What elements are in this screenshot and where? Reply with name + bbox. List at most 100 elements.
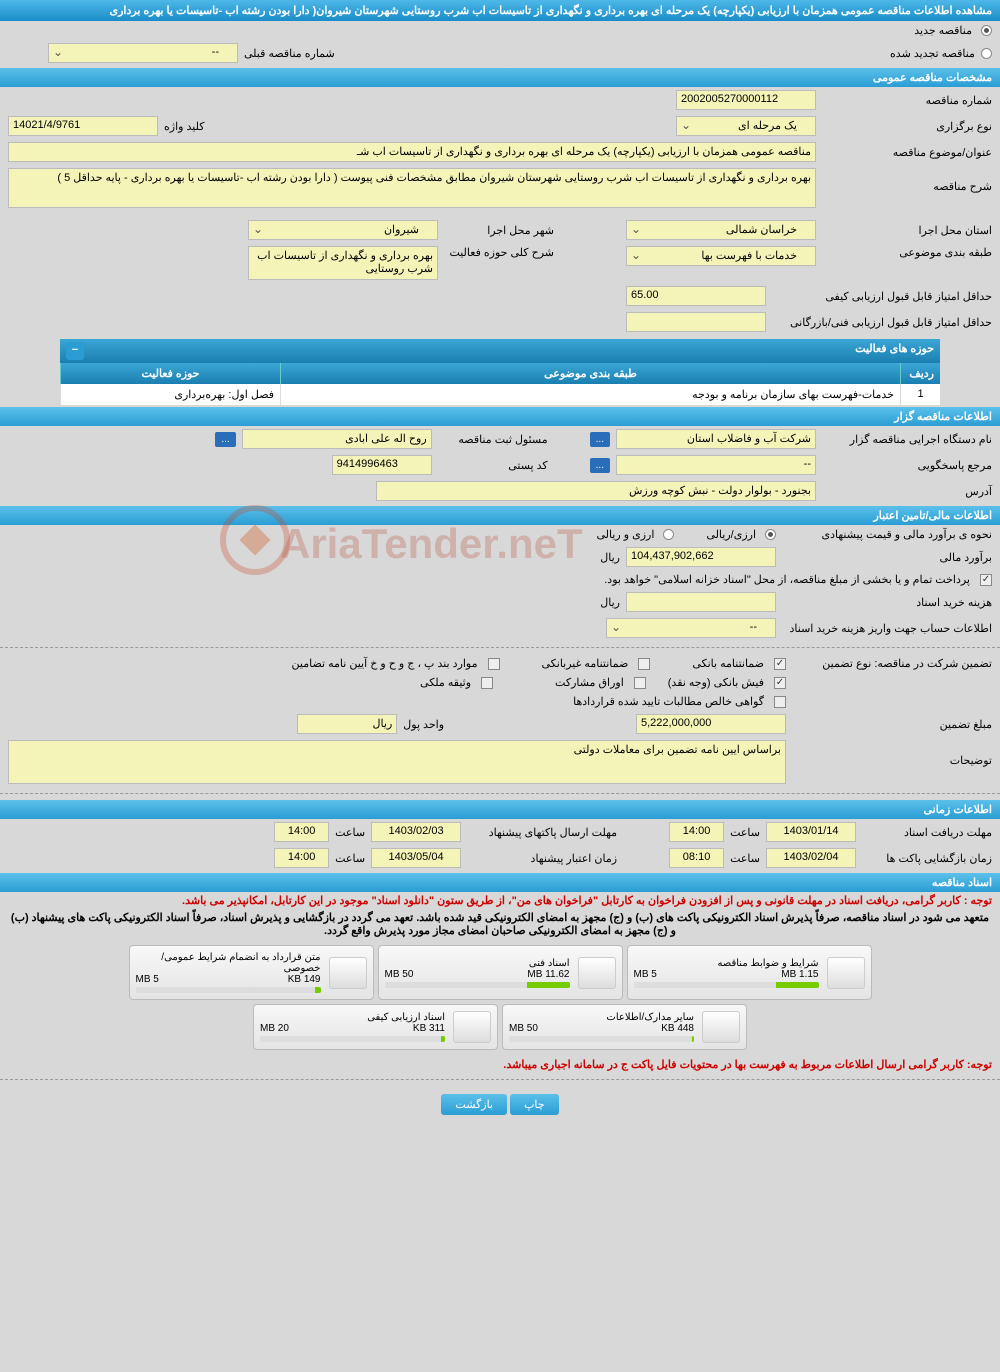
- doc-item[interactable]: متن قرارداد به انضمام شرایط عمومی/خصوصی …: [129, 945, 374, 1000]
- docs-bottom-note: توجه: کاربر گرامی ارسال اطلاعات مربوط به…: [0, 1056, 1000, 1073]
- docs-note-2: متعهد می شود در اسناد مناقصه، صرفاً پذیر…: [0, 909, 1000, 939]
- lbl-est: برآورد مالی: [782, 551, 992, 564]
- fld-est[interactable]: 104,437,902,662: [626, 547, 776, 567]
- chk-treasury[interactable]: [980, 574, 992, 586]
- radio-new[interactable]: [981, 25, 992, 36]
- lbl-address: آدرس: [822, 485, 992, 498]
- btn-contact-lookup[interactable]: ...: [590, 458, 610, 473]
- col-category: طبقه بندی موضوعی: [280, 363, 900, 384]
- radio-renewed[interactable]: [981, 48, 992, 59]
- doc-size: 149 KB: [288, 974, 321, 985]
- watermark-logo-icon: [220, 505, 290, 575]
- doc-item[interactable]: سایر مدارک/اطلاعات 448 KB50 MB: [502, 1004, 747, 1050]
- sel-prev-no[interactable]: --: [48, 43, 238, 63]
- fld-subject[interactable]: مناقصه عمومی همزمان با ارزیابی (یکپارچه)…: [8, 142, 816, 162]
- lbl-g-securities: اوراق مشارکت: [555, 676, 624, 689]
- lbl-validity: زمان اعتبار پیشنهاد: [467, 852, 617, 865]
- fld-receive-date[interactable]: 1403/01/14: [766, 822, 856, 842]
- lbl-postal: کد پستی: [438, 459, 548, 472]
- progress-fill: [315, 987, 321, 993]
- fld-validity-date[interactable]: 1403/05/04: [371, 848, 461, 868]
- cell-scope: فصل اول: بهره‌برداری: [60, 384, 280, 405]
- fld-doc-fee[interactable]: [626, 592, 776, 612]
- lbl-subject: عنوان/موضوع مناقصه: [822, 146, 992, 159]
- section-organizer: اطلاعات مناقصه گزار: [0, 407, 1000, 426]
- sel-category[interactable]: خدمات با فهرست بها: [626, 246, 816, 266]
- chk-property[interactable]: [481, 677, 493, 689]
- chk-bank[interactable]: [774, 658, 786, 670]
- fld-tender-no: 2002005270000112: [676, 90, 816, 110]
- fld-reg-officer: روح اله علی ابادی: [242, 429, 432, 449]
- doc-name: شرایط و ضوابط مناقصه: [634, 958, 819, 969]
- chk-securities[interactable]: [634, 677, 646, 689]
- lbl-province: استان محل اجرا: [822, 224, 992, 237]
- fld-open-date[interactable]: 1403/02/04: [766, 848, 856, 868]
- sel-type[interactable]: یک مرحله ای: [676, 116, 816, 136]
- table-row: 1 خدمات-فهرست بهای سازمان برنامه و بودجه…: [60, 384, 940, 405]
- doc-cap: 20 MB: [260, 1023, 289, 1034]
- fld-open-time[interactable]: 08:10: [669, 848, 724, 868]
- lbl-category: طبقه بندی موضوعی: [822, 246, 992, 259]
- radio-both[interactable]: [663, 529, 674, 540]
- doc-name: سایر مدارک/اطلاعات: [509, 1012, 694, 1023]
- lbl-send: مهلت ارسال پاکتهای پیشنهاد: [467, 826, 617, 839]
- lbl-time-4: ساعت: [335, 852, 365, 865]
- doc-name: اسناد فنی: [385, 958, 570, 969]
- cell-cat: خدمات-فهرست بهای سازمان برنامه و بودجه: [280, 384, 900, 405]
- doc-cap: 50 MB: [385, 969, 414, 980]
- fld-scope-desc[interactable]: بهره برداری و نگهداری از تاسیسات اب شرب …: [248, 246, 438, 280]
- print-button[interactable]: چاپ: [510, 1094, 559, 1115]
- btn-officer-lookup[interactable]: ...: [215, 432, 235, 447]
- fld-send-date[interactable]: 1403/02/03: [371, 822, 461, 842]
- lbl-contact: مرجع پاسخگویی: [822, 459, 992, 472]
- doc-item[interactable]: اسناد فنی 11.62 MB50 MB: [378, 945, 623, 1000]
- col-scope: حوزه فعالیت: [60, 363, 280, 384]
- chk-cash[interactable]: [774, 677, 786, 689]
- sel-city[interactable]: شیروان: [248, 220, 438, 240]
- activity-title: حوزه های فعالیت: [855, 342, 934, 360]
- fld-send-time[interactable]: 14:00: [274, 822, 329, 842]
- lbl-doc-fee: هزینه خرید اسناد: [782, 596, 992, 609]
- doc-size: 1.15 MB: [781, 969, 818, 980]
- collapse-icon[interactable]: −: [66, 342, 84, 360]
- back-button[interactable]: بازگشت: [441, 1094, 507, 1115]
- chk-receivables[interactable]: [774, 696, 786, 708]
- fld-min-tech[interactable]: [626, 312, 766, 332]
- sel-province[interactable]: خراسان شمالی: [626, 220, 816, 240]
- lbl-g-amount: مبلغ تضمین: [792, 718, 992, 731]
- doc-cap: 5 MB: [136, 974, 159, 985]
- lbl-rial-1: ریال: [600, 551, 620, 564]
- col-row: ردیف: [900, 363, 940, 384]
- lbl-type: نوع برگزاری: [822, 120, 992, 133]
- lbl-est-method: نحوه ی برآورد مالی و قیمت پیشنهادی: [782, 528, 992, 541]
- chk-bond[interactable]: [488, 658, 500, 670]
- doc-item[interactable]: شرایط و ضوابط مناقصه 1.15 MB5 MB: [627, 945, 872, 1000]
- fld-contact: --: [616, 455, 816, 475]
- lbl-open: زمان بازگشایی پاکت ها: [862, 852, 992, 865]
- lbl-opt-both: ارزی و ریالی: [596, 528, 654, 541]
- fld-min-quality[interactable]: 65.00: [626, 286, 766, 306]
- fld-g-amount[interactable]: 5,222,000,000: [636, 714, 786, 734]
- fld-receive-time[interactable]: 14:00: [669, 822, 724, 842]
- folder-icon: [578, 957, 616, 989]
- lbl-org-name: نام دستگاه اجرایی مناقصه گزار: [822, 433, 992, 446]
- sel-account[interactable]: --: [606, 618, 776, 638]
- doc-name: اسناد ارزیابی کیفی: [260, 1012, 445, 1023]
- lbl-time-2: ساعت: [335, 826, 365, 839]
- btn-org-lookup[interactable]: ...: [590, 432, 610, 447]
- fld-validity-time[interactable]: 14:00: [274, 848, 329, 868]
- doc-item[interactable]: اسناد ارزیابی کیفی 311 KB20 MB: [253, 1004, 498, 1050]
- folder-icon: [453, 1011, 491, 1043]
- fld-g-notes[interactable]: براساس ایین نامه تضمین برای معاملات دولت…: [8, 740, 786, 784]
- lbl-new-tender: مناقصه جدید: [914, 24, 972, 37]
- fld-desc[interactable]: بهره برداری و نگهداری از تاسیسات اب شرب …: [8, 168, 816, 208]
- chk-nonbank[interactable]: [638, 658, 650, 670]
- fld-postal: 9414996463: [332, 455, 432, 475]
- lbl-payment-note: پرداخت تمام و یا بخشی از مبلغ مناقصه، از…: [604, 573, 970, 586]
- radio-rial[interactable]: [765, 529, 776, 540]
- section-financial: اطلاعات مالی/تامین اعتبار: [0, 506, 1000, 525]
- fld-address[interactable]: بجنورد - بولوار دولت - نبش کوچه ورزش: [376, 481, 816, 501]
- doc-size: 448 KB: [661, 1023, 694, 1034]
- lbl-g-property: وثیقه ملکی: [420, 676, 471, 689]
- folder-icon: [329, 957, 367, 989]
